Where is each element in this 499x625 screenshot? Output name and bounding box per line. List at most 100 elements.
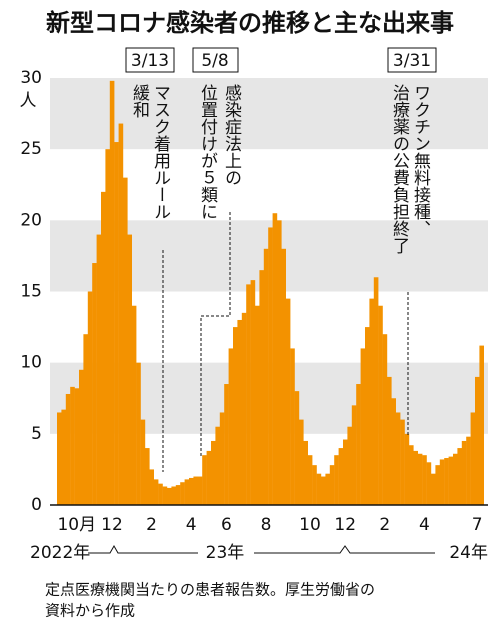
bar bbox=[422, 455, 427, 505]
bar bbox=[162, 486, 168, 505]
y-tick-label: 30 bbox=[20, 68, 42, 88]
bar bbox=[294, 391, 300, 505]
bar bbox=[312, 465, 317, 505]
annotation-date: 3/31 bbox=[393, 51, 431, 71]
bar bbox=[197, 476, 203, 505]
bar bbox=[140, 419, 146, 505]
bar bbox=[316, 473, 322, 505]
bar bbox=[439, 459, 445, 505]
y-tick-label: 0 bbox=[31, 495, 42, 515]
x-tick-label: 12 bbox=[334, 515, 356, 535]
leader-line bbox=[200, 212, 231, 456]
bar bbox=[79, 369, 84, 505]
bar bbox=[329, 465, 335, 505]
bar bbox=[373, 277, 379, 505]
bar bbox=[466, 436, 471, 505]
bar bbox=[83, 334, 88, 505]
annotation-text: ワクチン無料接種、 bbox=[410, 84, 431, 237]
annotation-text: 位置付けが５類に bbox=[197, 84, 218, 220]
annotation-box bbox=[387, 47, 437, 73]
x-tick-label: 6 bbox=[221, 515, 232, 535]
bar bbox=[400, 419, 405, 505]
y-tick-label: 25 bbox=[20, 139, 42, 159]
bar bbox=[321, 476, 326, 505]
bar bbox=[457, 448, 462, 505]
x-tick-label: 10月 bbox=[57, 515, 96, 535]
bar bbox=[391, 398, 396, 505]
bar bbox=[479, 345, 484, 505]
bar bbox=[382, 334, 388, 505]
bar bbox=[461, 440, 467, 505]
bar bbox=[378, 305, 383, 505]
bar bbox=[237, 319, 242, 505]
x-tick-label: 4 bbox=[186, 515, 197, 535]
bar bbox=[431, 473, 436, 505]
bar bbox=[334, 455, 339, 505]
annotation-text: 感染症法上の bbox=[221, 84, 242, 186]
bar bbox=[369, 298, 374, 505]
bar bbox=[87, 291, 93, 505]
bar bbox=[131, 305, 137, 505]
y-unit: 人 bbox=[20, 91, 37, 111]
bar bbox=[241, 312, 247, 505]
x-tick-label: 7 bbox=[472, 515, 483, 535]
annotation-text: 治療薬の公費負担終了 bbox=[389, 84, 410, 254]
bar bbox=[127, 234, 132, 506]
bar bbox=[149, 469, 154, 505]
bar bbox=[338, 448, 344, 505]
bar bbox=[325, 473, 330, 505]
bar bbox=[211, 440, 216, 505]
bar bbox=[57, 412, 62, 505]
bar bbox=[259, 270, 264, 505]
bar bbox=[356, 384, 361, 505]
annotation-date: 3/13 bbox=[131, 51, 169, 71]
bar bbox=[219, 412, 225, 505]
footnote: 資料から作成 bbox=[45, 602, 135, 620]
y-tick-label: 10 bbox=[20, 353, 42, 373]
bar bbox=[470, 412, 476, 505]
y-tick-label: 15 bbox=[20, 282, 42, 302]
y-tick-label: 5 bbox=[31, 424, 42, 444]
footnote: 定点医療機関当たりの患者報告数。厚生労働省の bbox=[45, 581, 375, 599]
bar bbox=[448, 456, 454, 505]
year-label: 23年 bbox=[206, 543, 245, 563]
bar bbox=[114, 142, 119, 506]
bar bbox=[118, 123, 124, 506]
x-tick-label: 2 bbox=[146, 515, 157, 535]
bar bbox=[153, 479, 159, 505]
bar bbox=[215, 426, 220, 505]
bar bbox=[224, 384, 229, 505]
bar bbox=[444, 458, 449, 505]
annotation-text: マスク着用ルール bbox=[150, 84, 171, 220]
bar bbox=[136, 362, 141, 505]
bar bbox=[167, 487, 172, 505]
chart-title: 新型コロナ感染者の推移と主な出来事 bbox=[46, 9, 454, 37]
bar bbox=[268, 227, 273, 505]
bar bbox=[307, 455, 313, 505]
bar bbox=[409, 445, 414, 505]
bar bbox=[61, 409, 66, 505]
bar bbox=[206, 450, 212, 505]
bar bbox=[365, 327, 370, 505]
bar bbox=[351, 405, 357, 505]
bar bbox=[453, 453, 458, 505]
bar bbox=[233, 327, 238, 505]
bar bbox=[299, 419, 304, 505]
bar bbox=[435, 465, 440, 505]
bar bbox=[105, 149, 110, 505]
bar bbox=[255, 305, 260, 505]
y-tick-label: 20 bbox=[20, 210, 42, 230]
x-tick-label: 2 bbox=[379, 515, 390, 535]
bar bbox=[101, 191, 106, 505]
bar bbox=[347, 426, 352, 505]
bar bbox=[250, 280, 256, 505]
bar bbox=[228, 348, 234, 505]
bar bbox=[404, 433, 410, 505]
x-tick-label: 8 bbox=[261, 515, 272, 535]
bar bbox=[387, 376, 392, 505]
bar bbox=[475, 376, 480, 505]
bar bbox=[70, 386, 75, 505]
bar bbox=[263, 248, 269, 506]
year-line bbox=[254, 545, 435, 554]
